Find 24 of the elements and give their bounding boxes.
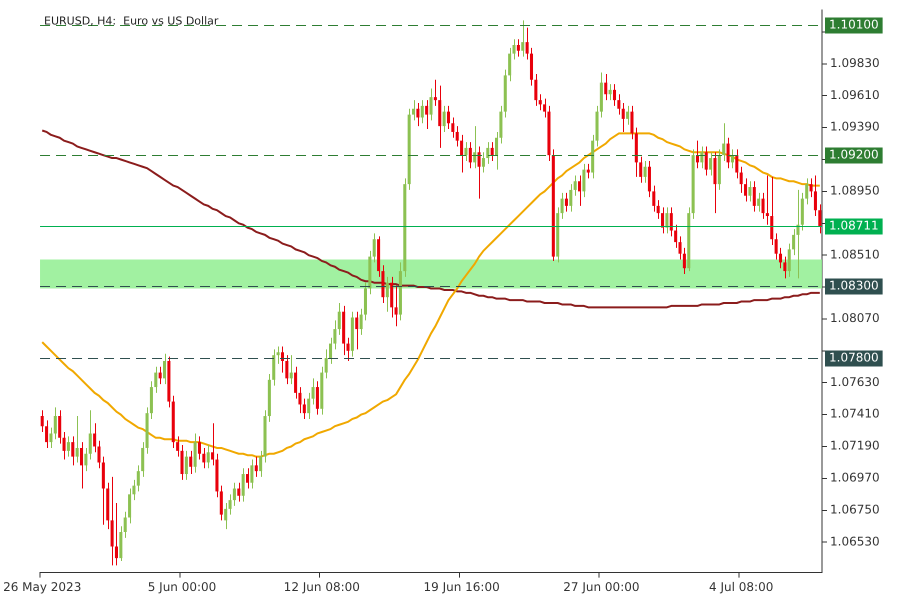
ref-line-label: 1.09200 (829, 148, 879, 162)
x-tick-label: 12 Jun 08:00 (284, 580, 360, 594)
x-tick-label: 26 May 2023 (3, 580, 82, 594)
y-tick-label: 1.06970 (830, 470, 880, 485)
y-tick-label: 1.09830 (830, 56, 880, 70)
y-tick-label: 1.09390 (830, 120, 880, 134)
y-tick-label: 1.06530 (830, 534, 880, 548)
x-tick-label: 4 Jul 08:00 (709, 580, 774, 594)
y-tick-label: 1.07410 (830, 406, 880, 421)
chart-title: EURUSD, H4: Euro vs US Dollar (44, 14, 219, 28)
y-tick-label: 1.08950 (830, 184, 880, 198)
y-tick-label: 1.08510 (830, 247, 880, 262)
y-tick-label: 1.08070 (830, 311, 880, 326)
y-tick-label: 1.07630 (830, 374, 880, 389)
x-tick-label: 27 Jun 00:00 (563, 580, 640, 594)
ref-line-label: 1.10100 (829, 18, 879, 32)
ref-line-label: 1.08300 (829, 278, 879, 293)
x-tick-label: 5 Jun 00:00 (148, 580, 216, 594)
x-tick-label: 19 Jun 16:00 (423, 580, 500, 594)
y-tick-label: 1.07190 (830, 438, 880, 453)
ref-line-label: 1.07800 (829, 350, 879, 365)
ref-line-label: 1.08711 (829, 218, 879, 233)
y-tick-label: 1.06750 (830, 502, 880, 516)
y-tick-label: 1.09610 (830, 88, 880, 102)
